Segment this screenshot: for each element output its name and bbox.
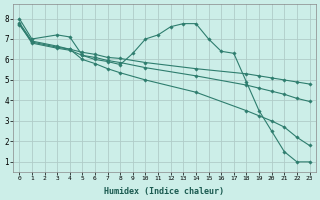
X-axis label: Humidex (Indice chaleur): Humidex (Indice chaleur) bbox=[104, 187, 224, 196]
